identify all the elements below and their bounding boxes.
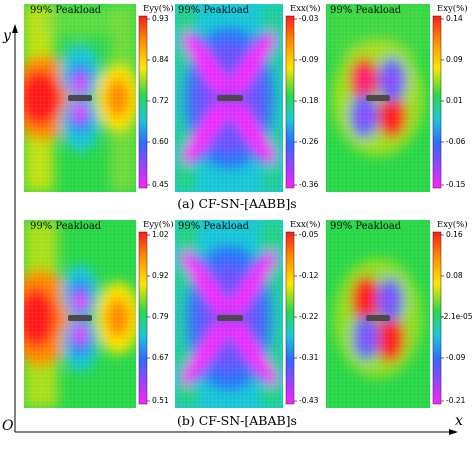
colorbar-tick-a3-2: 0.01	[446, 96, 463, 105]
colorbar-tick-a3-3: -0.06	[446, 137, 466, 146]
colorbar-tick-a2-3: -0.26	[299, 137, 319, 146]
colorbar-tick-a1-0: 0.93	[152, 14, 169, 23]
colorbar-tick-b3-4: -0.21	[446, 396, 466, 405]
colorbar-tick-a1-3: 0.60	[152, 137, 169, 146]
field-a1	[24, 4, 136, 192]
origin-label: O	[2, 418, 14, 434]
panel-label-a1: 99% Peakload	[30, 5, 102, 16]
colorbar-tick-a2-1: -0.09	[299, 55, 319, 64]
colorbar-a3	[432, 15, 442, 189]
colorbar-tick-b3-3: -0.09	[446, 353, 466, 362]
field-b3	[326, 220, 430, 408]
colorbar-b1	[138, 231, 148, 405]
colorbar-tick-b3-2: -2.1e-05	[441, 312, 473, 321]
colorbar-tick-b2-3: -0.31	[299, 353, 319, 362]
field-b2	[175, 220, 283, 408]
colorbar-tick-a1-1: 0.84	[152, 55, 169, 64]
field-b1	[24, 220, 136, 408]
colorbar-tick-a1-4: 0.45	[152, 180, 169, 189]
colorbar-b2	[285, 231, 295, 405]
colorbar-b3	[432, 231, 442, 405]
colorbar-tick-a3-4: -0.15	[446, 180, 466, 189]
colorbar-title-a1: Eyy(%)	[143, 4, 174, 14]
colorbar-title-b3: Exy(%)	[437, 220, 468, 230]
colorbar-tick-b1-4: 0.51	[152, 396, 169, 405]
colorbar-a1	[138, 15, 148, 189]
panel-label-a3: 99% Peakload	[330, 5, 402, 16]
caption-b: (b) CF-SN-[ABAB]s	[177, 413, 297, 428]
x-axis-arrow	[449, 429, 458, 435]
colorbar-tick-marks	[147, 18, 444, 402]
colorbar-tick-b2-0: -0.05	[299, 230, 319, 239]
colorbar-tick-a3-0: 0.14	[446, 14, 463, 23]
panel-label-b2: 99% Peakload	[178, 221, 250, 232]
colorbar-title-b1: Eyy(%)	[143, 220, 174, 230]
colorbar-tick-b2-1: -0.12	[299, 271, 319, 280]
colorbar-tick-b1-1: 0.92	[152, 271, 169, 280]
colorbar-title-a3: Exy(%)	[437, 4, 468, 14]
panel-label-b1: 99% Peakload	[30, 221, 102, 232]
colorbar-title-b2: Exx(%)	[290, 220, 321, 230]
colorbar-tick-b1-2: 0.79	[152, 312, 169, 321]
colorbar-tick-b3-1: 0.08	[446, 271, 463, 280]
x-axis-label: x	[455, 413, 463, 429]
field-a3	[326, 4, 430, 192]
colorbar-tick-a2-4: -0.36	[299, 180, 319, 189]
panel-label-a2: 99% Peakload	[178, 5, 250, 16]
colorbar-tick-a1-2: 0.72	[152, 96, 169, 105]
colorbar-tick-b2-4: -0.43	[299, 396, 319, 405]
colorbar-tick-b3-0: 0.16	[446, 230, 463, 239]
colorbar-tick-b2-2: -0.22	[299, 312, 319, 321]
colorbar-tick-b1-3: 0.67	[152, 353, 169, 362]
y-axis-label: y	[3, 28, 11, 44]
colorbar-title-a2: Exx(%)	[290, 4, 321, 14]
panel-label-b3: 99% Peakload	[330, 221, 402, 232]
caption-a: (a) CF-SN-[AABB]s	[177, 196, 297, 211]
colorbar-tick-a2-0: -0.03	[299, 14, 319, 23]
colorbar-tick-a2-2: -0.18	[299, 96, 319, 105]
colorbar-a2	[285, 15, 295, 189]
colorbar-tick-a3-1: 0.09	[446, 55, 463, 64]
field-a2	[175, 4, 283, 192]
colorbar-tick-b1-0: 1.02	[152, 230, 169, 239]
y-axis-arrow	[12, 24, 18, 33]
